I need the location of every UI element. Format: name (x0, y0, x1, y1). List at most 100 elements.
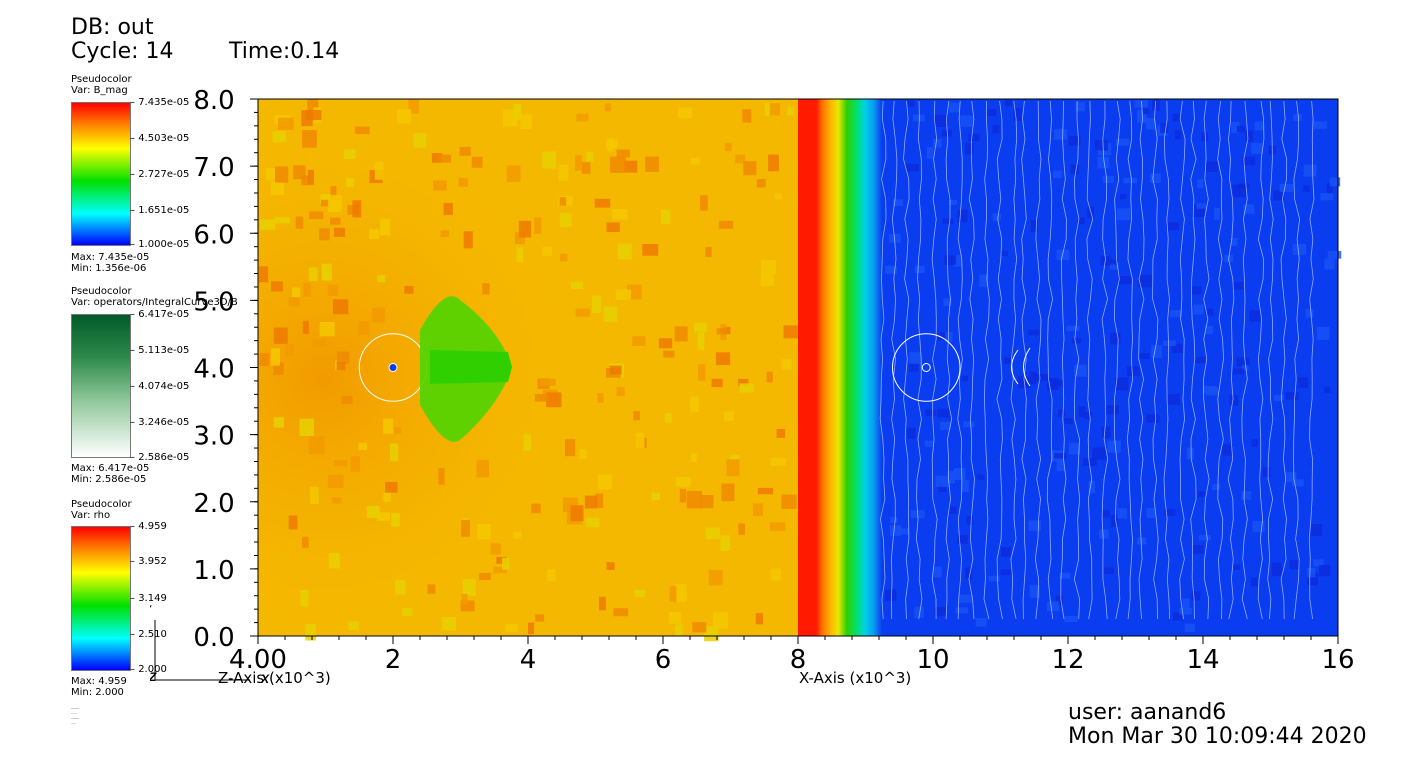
field-line (879, 100, 887, 620)
right-patch (975, 617, 987, 627)
right-patch (1286, 472, 1297, 482)
field-line (915, 100, 923, 620)
right-patch (1230, 237, 1238, 247)
left-patch (723, 411, 734, 421)
left-patch (535, 614, 545, 622)
left-patch (617, 243, 632, 260)
field-line (1227, 100, 1235, 620)
left-patch (546, 392, 562, 408)
left-patch (613, 608, 629, 617)
right-patch (914, 265, 925, 274)
left-patch (513, 531, 522, 539)
left-patch (756, 178, 766, 188)
right-patch (1243, 204, 1255, 214)
left-patch (302, 130, 317, 148)
left-patch (769, 522, 786, 532)
right-patch (1182, 598, 1190, 610)
left-patch (506, 165, 521, 183)
left-patch (570, 281, 584, 289)
right-patch (1095, 140, 1108, 151)
right-patch (957, 209, 968, 223)
cycle-label: Cycle: 14 (71, 39, 174, 64)
right-patch (1249, 310, 1261, 322)
left-patch (427, 584, 436, 594)
right-patch (961, 375, 969, 382)
left-patch (697, 332, 705, 351)
right-patch (1195, 357, 1206, 364)
right-patch (1083, 458, 1097, 466)
right-patch (1233, 564, 1241, 570)
left-patch (609, 365, 622, 375)
faint-marks (71, 706, 79, 732)
right-patch (1078, 406, 1086, 418)
right-patch (1197, 179, 1204, 189)
left-patch (604, 103, 612, 112)
left-patch (372, 307, 385, 323)
left-patch (668, 612, 681, 624)
right-patch (1316, 326, 1330, 340)
left-patch (689, 396, 699, 413)
x-tick-label: 10 (916, 645, 949, 675)
field-line (1203, 100, 1210, 620)
right-patch (1169, 310, 1183, 318)
right-patch (1271, 562, 1282, 569)
left-patch (584, 495, 598, 509)
field-line (1280, 100, 1288, 620)
right-patch (1198, 535, 1212, 541)
right-patch (937, 408, 951, 418)
field-lines (879, 100, 1315, 620)
left-patch (597, 392, 604, 403)
right-patch (905, 163, 920, 172)
left-patch (633, 411, 640, 421)
right-patch (1001, 547, 1011, 558)
left-patch (675, 624, 683, 637)
right-patch (1241, 156, 1256, 166)
left-patch (441, 617, 456, 631)
left-patch (396, 109, 412, 124)
left-patch (330, 217, 341, 225)
left-patch (458, 177, 469, 187)
right-patch (907, 427, 916, 439)
right-patch (949, 506, 957, 514)
bow-line (1011, 349, 1019, 385)
right-patch (1114, 377, 1129, 391)
right-patch (1329, 177, 1341, 187)
right-patch (1123, 177, 1137, 184)
y-tick-label: 7.0 (193, 153, 234, 183)
left-patch (348, 621, 359, 631)
x-tick-label: 8 (790, 645, 807, 675)
left-patch (616, 149, 630, 158)
right-patch (1292, 243, 1307, 255)
right-patch (890, 516, 898, 523)
right-patch (1152, 99, 1160, 111)
right-patch (1250, 577, 1259, 587)
db-label: DB: out (71, 15, 154, 40)
right-patch (1084, 411, 1093, 420)
left-patch (678, 107, 693, 119)
legend-tick: – 2.000 (130, 664, 167, 675)
left-patch (674, 326, 688, 342)
left-patch (440, 230, 450, 238)
right-patch (1273, 190, 1285, 201)
left-patch (669, 586, 677, 602)
x-axis: 4.00 2 4 6 8 10 12 14 16 (229, 636, 1355, 675)
right-patch (1327, 251, 1342, 259)
right-patch (1109, 262, 1120, 270)
left-patch (540, 378, 556, 386)
left-patch (350, 456, 360, 472)
left-patch (718, 220, 734, 229)
right-patch (1232, 281, 1244, 290)
z-axis-title: Z-Axis (x10^3) (218, 669, 331, 687)
right-patch (1179, 607, 1192, 615)
left-patch (594, 198, 611, 208)
bow-line (1023, 347, 1031, 387)
left-patch (542, 151, 556, 169)
left-patch (346, 177, 354, 187)
left-patch (623, 160, 638, 173)
left-patch (438, 468, 445, 485)
right-patch (885, 589, 897, 601)
left-patch (663, 350, 675, 358)
legend-tick: – 3.149 (130, 593, 167, 604)
left-patch (783, 325, 800, 339)
right-patch (1035, 373, 1050, 381)
